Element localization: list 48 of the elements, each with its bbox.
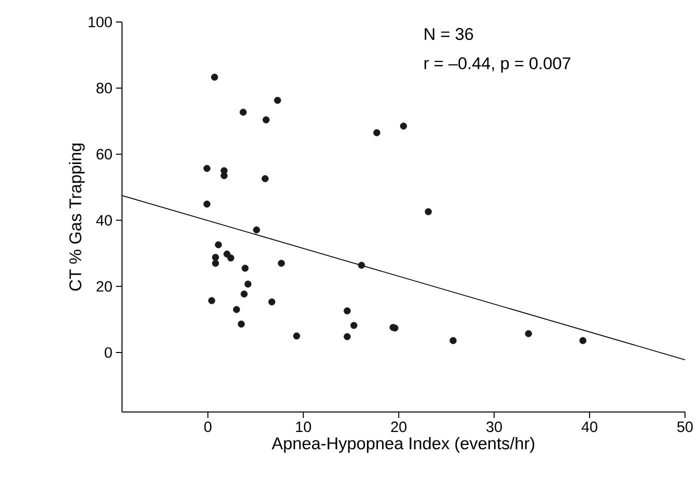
point xyxy=(233,306,240,314)
point xyxy=(579,337,586,344)
y-tick-label: 0 xyxy=(104,347,112,358)
annotation: N = 36 xyxy=(424,28,474,40)
point xyxy=(242,264,249,272)
x-tick-label: 40 xyxy=(582,422,598,432)
point xyxy=(253,226,260,234)
y-axis-title: CT % Gas Trapping xyxy=(68,144,85,291)
point xyxy=(211,74,218,81)
point xyxy=(240,108,247,116)
point xyxy=(238,320,245,328)
point xyxy=(262,116,270,124)
x-tick-label: 50 xyxy=(677,422,693,432)
point xyxy=(350,322,358,329)
point xyxy=(244,280,252,288)
point xyxy=(344,333,351,340)
point xyxy=(358,262,366,269)
point xyxy=(525,330,532,338)
point xyxy=(240,290,248,298)
point xyxy=(268,298,276,306)
point xyxy=(203,164,210,172)
y-tick-label: 80 xyxy=(96,82,112,94)
point xyxy=(203,200,210,208)
x-axis-title: Apnea-Hypopnea Index (events/hr) xyxy=(272,436,534,453)
x-tick-label: 30 xyxy=(486,422,502,432)
point xyxy=(344,307,351,314)
point xyxy=(212,260,220,267)
point xyxy=(293,332,300,340)
x-tick-label: 0 xyxy=(204,422,212,432)
y-tick-label: 20 xyxy=(96,281,112,292)
point xyxy=(262,175,269,182)
point xyxy=(214,241,222,248)
point xyxy=(274,96,282,104)
point xyxy=(220,172,228,180)
y-tick-label: 40 xyxy=(96,215,112,226)
point xyxy=(373,129,380,136)
point xyxy=(227,254,234,262)
y-tick-label: 100 xyxy=(88,16,112,28)
point xyxy=(450,337,457,344)
annotation: r = –0.44, p = 0.007 xyxy=(424,57,570,73)
x-tick-label: 10 xyxy=(296,422,312,432)
x-tick-label: 20 xyxy=(391,422,406,432)
point xyxy=(424,208,432,216)
point xyxy=(278,260,285,267)
point xyxy=(208,297,216,304)
point xyxy=(212,254,220,261)
point xyxy=(400,122,408,130)
y-tick-label: 60 xyxy=(96,148,112,160)
